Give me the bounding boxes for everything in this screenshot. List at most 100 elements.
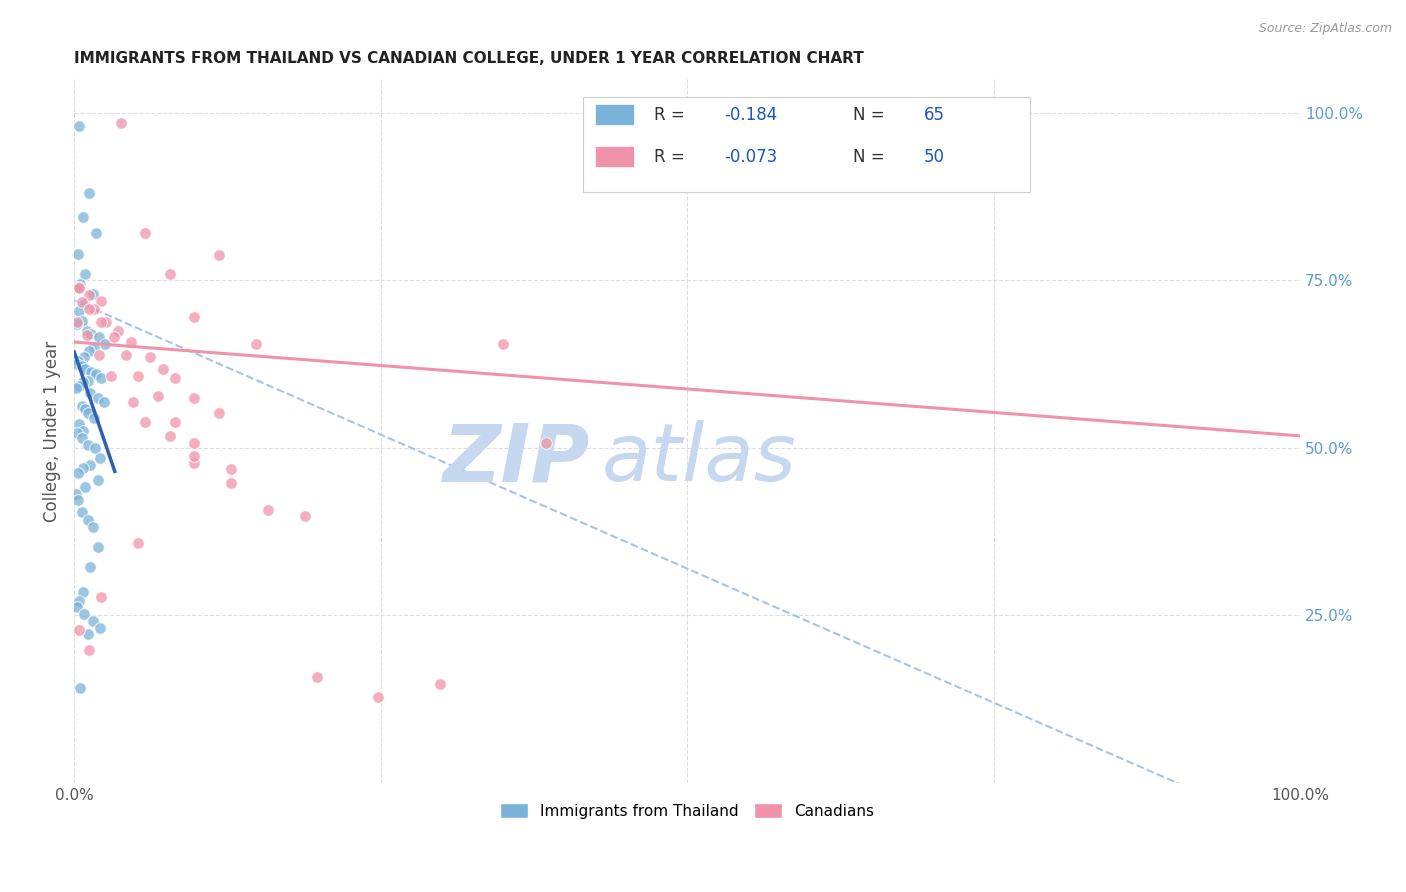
Point bbox=[67, 378, 90, 392]
Point bbox=[93, 395, 115, 409]
Point bbox=[83, 340, 105, 354]
Point bbox=[72, 424, 94, 438]
Point bbox=[120, 334, 142, 349]
Point bbox=[127, 536, 149, 550]
Point bbox=[94, 337, 117, 351]
Text: -0.184: -0.184 bbox=[724, 105, 778, 123]
Point bbox=[80, 326, 103, 341]
Point bbox=[66, 357, 89, 371]
Point bbox=[70, 294, 93, 309]
Point bbox=[183, 391, 205, 405]
Text: 50: 50 bbox=[924, 148, 945, 166]
Text: Source: ZipAtlas.com: Source: ZipAtlas.com bbox=[1258, 22, 1392, 36]
Text: IMMIGRANTS FROM THAILAND VS CANADIAN COLLEGE, UNDER 1 YEAR CORRELATION CHART: IMMIGRANTS FROM THAILAND VS CANADIAN COL… bbox=[75, 51, 865, 66]
Point bbox=[127, 368, 149, 383]
Point bbox=[183, 435, 205, 450]
Point bbox=[67, 624, 90, 638]
Point bbox=[75, 480, 97, 494]
Point bbox=[67, 281, 90, 295]
Point bbox=[103, 330, 125, 344]
Point bbox=[79, 386, 101, 401]
Point bbox=[96, 315, 118, 329]
Point bbox=[114, 349, 136, 363]
Point bbox=[86, 391, 108, 405]
Point bbox=[86, 368, 108, 382]
Point bbox=[76, 513, 98, 527]
Point bbox=[73, 607, 96, 622]
Point bbox=[86, 540, 108, 554]
Point bbox=[139, 351, 162, 365]
Point bbox=[67, 303, 90, 318]
Point bbox=[134, 416, 156, 430]
Point bbox=[66, 426, 89, 441]
Point bbox=[73, 297, 96, 311]
FancyBboxPatch shape bbox=[583, 97, 1031, 192]
Point bbox=[257, 502, 280, 516]
Point bbox=[70, 431, 93, 445]
Point bbox=[87, 349, 110, 363]
Point bbox=[75, 362, 97, 376]
Point bbox=[72, 461, 94, 475]
Point bbox=[89, 621, 111, 635]
Point bbox=[183, 310, 205, 325]
Point bbox=[82, 614, 104, 628]
Point bbox=[70, 505, 93, 519]
Text: ZIP: ZIP bbox=[441, 420, 589, 499]
Y-axis label: College, Under 1 year: College, Under 1 year bbox=[44, 341, 60, 522]
Point bbox=[208, 248, 231, 262]
Point bbox=[159, 429, 181, 443]
Point bbox=[70, 313, 93, 327]
Point bbox=[146, 389, 169, 403]
Point bbox=[294, 509, 316, 524]
Point bbox=[76, 437, 98, 451]
Point bbox=[66, 317, 89, 331]
Point bbox=[90, 590, 112, 604]
Point bbox=[110, 116, 132, 130]
Point bbox=[67, 417, 90, 432]
Point bbox=[86, 473, 108, 487]
Point bbox=[77, 643, 100, 657]
Point bbox=[152, 362, 174, 376]
Point bbox=[65, 486, 87, 500]
Point bbox=[75, 402, 97, 417]
Point bbox=[90, 315, 112, 329]
Point bbox=[69, 681, 91, 695]
Text: atlas: atlas bbox=[602, 420, 796, 499]
Point bbox=[159, 267, 181, 281]
Legend: Immigrants from Thailand, Canadians: Immigrants from Thailand, Canadians bbox=[495, 797, 880, 825]
Point bbox=[76, 627, 98, 641]
Point bbox=[84, 441, 107, 455]
Point bbox=[65, 381, 87, 395]
Point bbox=[90, 293, 112, 308]
Text: N =: N = bbox=[852, 148, 890, 166]
Point bbox=[66, 246, 89, 260]
Point bbox=[367, 690, 389, 705]
Point bbox=[76, 374, 98, 388]
Point bbox=[183, 449, 205, 463]
Point bbox=[90, 370, 112, 384]
Point bbox=[134, 227, 156, 241]
Point bbox=[83, 301, 105, 316]
Point bbox=[82, 520, 104, 534]
Point bbox=[72, 210, 94, 224]
Point bbox=[66, 467, 89, 481]
Point bbox=[70, 359, 93, 374]
Point bbox=[66, 354, 89, 368]
Point bbox=[77, 301, 100, 316]
Point bbox=[76, 328, 98, 343]
Point bbox=[163, 416, 186, 430]
Point bbox=[107, 324, 129, 338]
Point bbox=[80, 365, 103, 379]
Point bbox=[77, 288, 100, 302]
Point bbox=[67, 593, 90, 607]
Point bbox=[70, 400, 93, 414]
Point bbox=[89, 450, 111, 465]
Point bbox=[75, 267, 97, 281]
Point bbox=[87, 330, 110, 344]
Point bbox=[208, 406, 231, 420]
Point bbox=[183, 456, 205, 470]
Point bbox=[245, 337, 267, 351]
Point bbox=[67, 280, 90, 294]
FancyBboxPatch shape bbox=[595, 104, 634, 125]
Point bbox=[305, 670, 328, 684]
